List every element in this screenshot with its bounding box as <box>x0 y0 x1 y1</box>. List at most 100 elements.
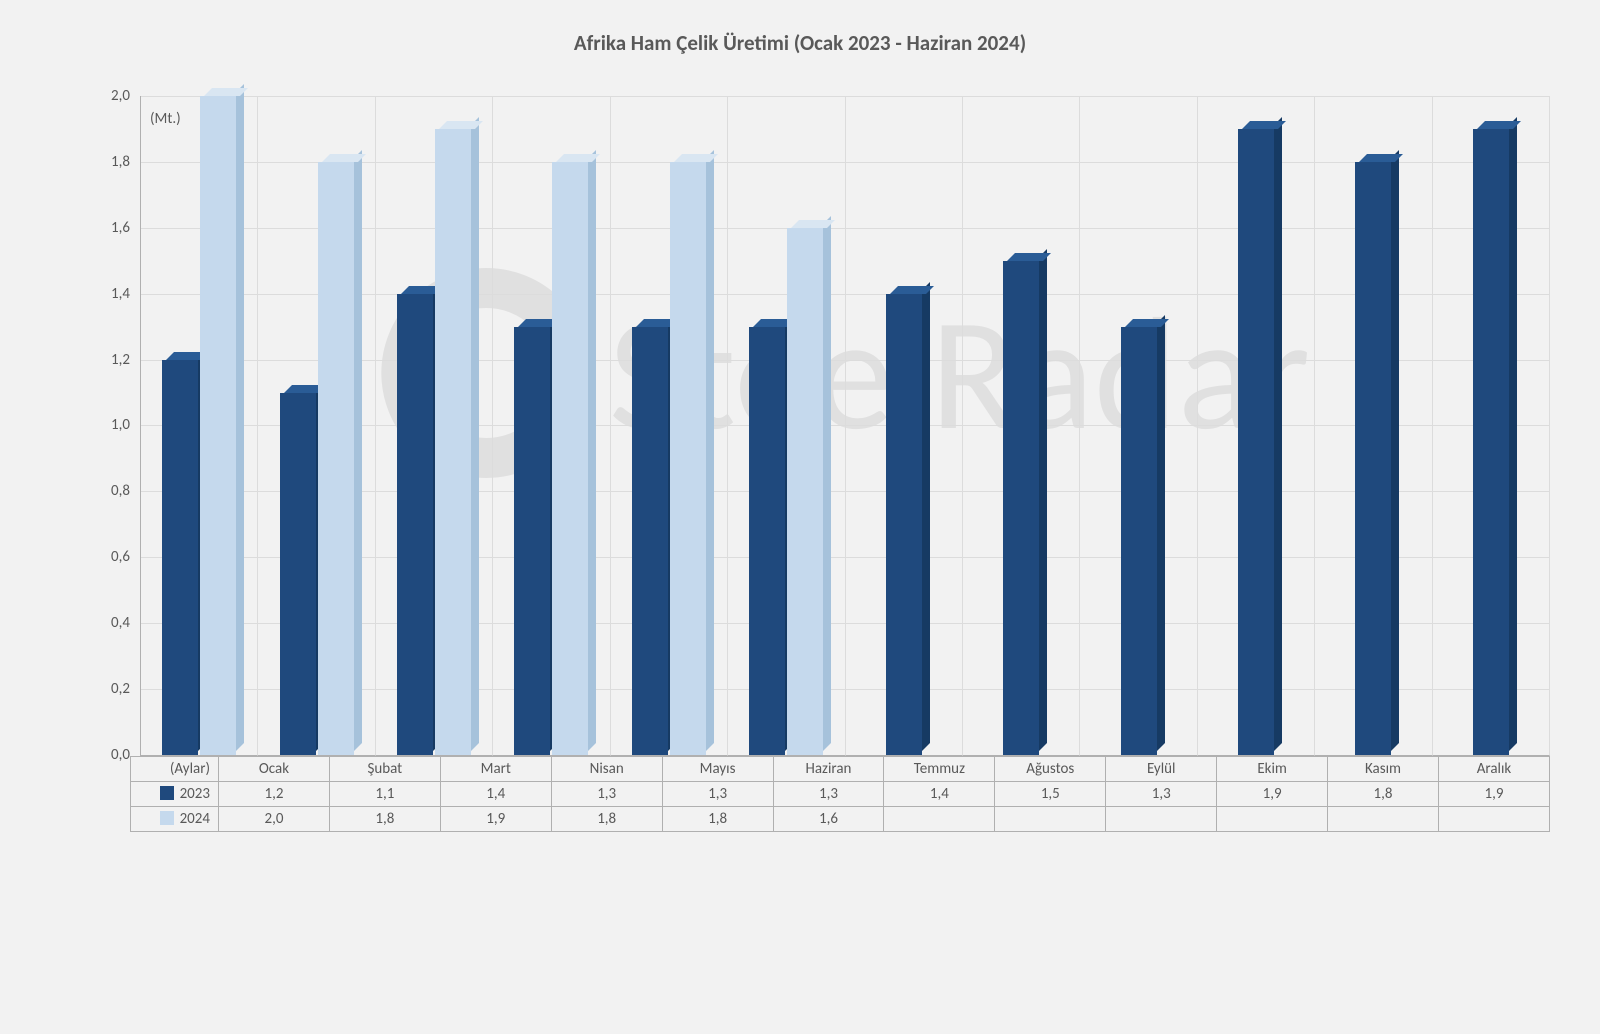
legend-swatch-icon <box>160 786 174 800</box>
table-category-header: Ekim <box>1217 757 1328 782</box>
legend-series-name: 2024 <box>180 810 210 828</box>
bar <box>670 162 706 755</box>
legend-cell: 2023 <box>131 782 219 807</box>
bar-front <box>632 327 668 755</box>
table-cell: 1,8 <box>1328 782 1439 807</box>
bar <box>749 327 785 755</box>
bar-front <box>162 360 198 755</box>
bar <box>1121 327 1157 755</box>
bar-front <box>397 294 433 755</box>
table-corner-cell: (Aylar) <box>131 757 219 782</box>
y-tick-label: 1,2 <box>111 360 130 361</box>
bar-group <box>141 96 258 756</box>
bar-group <box>963 96 1080 756</box>
table-cell <box>884 807 995 832</box>
bar-front <box>514 327 550 755</box>
y-tick-label: 2,0 <box>111 96 130 97</box>
table-category-header: Mart <box>440 757 551 782</box>
bar-front <box>318 162 354 755</box>
plot-row: 0,00,20,40,60,81,01,21,41,61,82,0 SteelR… <box>50 96 1550 756</box>
table-cell: 1,8 <box>551 807 662 832</box>
table-cell: 1,1 <box>329 782 440 807</box>
bar-side <box>1509 117 1517 751</box>
table-category-header: Haziran <box>773 757 884 782</box>
bar-group <box>728 96 845 756</box>
table-category-header: Ocak <box>219 757 330 782</box>
bar-front <box>749 327 785 755</box>
bar-front <box>280 393 316 755</box>
table-category-header: Mayıs <box>662 757 773 782</box>
bars-layer <box>141 96 1550 756</box>
plot-area: SteelRadar <box>140 96 1550 756</box>
bar-side <box>1039 249 1047 751</box>
table-category-header: Ağustos <box>995 757 1106 782</box>
table-cell: 1,2 <box>219 782 330 807</box>
bar-top <box>1477 121 1521 129</box>
bar-group <box>611 96 728 756</box>
bar-group <box>1198 96 1315 756</box>
bar-front <box>552 162 588 755</box>
bar-side <box>1157 315 1165 751</box>
bar-front <box>886 294 922 755</box>
table-category-header: Nisan <box>551 757 662 782</box>
bar-front <box>435 129 471 755</box>
table-category-header: Aralık <box>1438 757 1549 782</box>
table-cell: 2,0 <box>219 807 330 832</box>
bar <box>318 162 354 755</box>
bar <box>632 327 668 755</box>
bar-top <box>1125 319 1169 327</box>
bar-group <box>1315 96 1432 756</box>
y-tick-label: 1,6 <box>111 228 130 229</box>
bar <box>787 228 823 755</box>
table-cell <box>995 807 1106 832</box>
bar-front <box>1238 129 1274 755</box>
bar <box>552 162 588 755</box>
chart-title: Afrika Ham Çelik Üretimi (Ocak 2023 - Ha… <box>50 30 1550 56</box>
table-cell <box>1328 807 1439 832</box>
bar-top <box>322 154 366 162</box>
bar <box>514 327 550 755</box>
table-category-header: Eylül <box>1106 757 1217 782</box>
bar-side <box>823 216 831 751</box>
y-tick-label: 0,6 <box>111 557 130 558</box>
bar-side <box>706 150 714 751</box>
bar <box>280 393 316 755</box>
bar-front <box>1003 261 1039 755</box>
y-tick-label: 0,8 <box>111 491 130 492</box>
bar-group <box>258 96 375 756</box>
legend-swatch-icon <box>160 811 174 825</box>
bar-front <box>670 162 706 755</box>
legend-cell: 2024 <box>131 807 219 832</box>
bar-top <box>890 286 934 294</box>
bar-side <box>1391 150 1399 751</box>
table-cell: 1,8 <box>329 807 440 832</box>
y-tick-label: 1,4 <box>111 294 130 295</box>
table-cell: 1,3 <box>773 782 884 807</box>
table-cell <box>1217 807 1328 832</box>
table-cell: 1,6 <box>773 807 884 832</box>
table-cell: 1,9 <box>1217 782 1328 807</box>
bar <box>1238 129 1274 755</box>
bar-side <box>236 84 244 751</box>
y-tick-label: 0,2 <box>111 689 130 690</box>
bar-top <box>674 154 718 162</box>
bar <box>162 360 198 755</box>
bar-front <box>200 96 236 755</box>
y-tick-label: 0,4 <box>111 623 130 624</box>
table-cell: 1,9 <box>440 807 551 832</box>
bar <box>435 129 471 755</box>
table-row: 20242,01,81,91,81,81,6 <box>131 807 1550 832</box>
bar-group <box>1433 96 1550 756</box>
bar-front <box>1355 162 1391 755</box>
bar-front <box>1121 327 1157 755</box>
bar <box>397 294 433 755</box>
y-axis: 0,00,20,40,60,81,01,21,41,61,82,0 <box>50 96 140 756</box>
bar-group <box>1080 96 1197 756</box>
table-cell <box>1438 807 1549 832</box>
bar-side <box>471 117 479 751</box>
bar-side <box>922 282 930 751</box>
table-cell: 1,4 <box>440 782 551 807</box>
table-cell: 1,3 <box>1106 782 1217 807</box>
bar <box>1003 261 1039 755</box>
bar-group <box>376 96 493 756</box>
